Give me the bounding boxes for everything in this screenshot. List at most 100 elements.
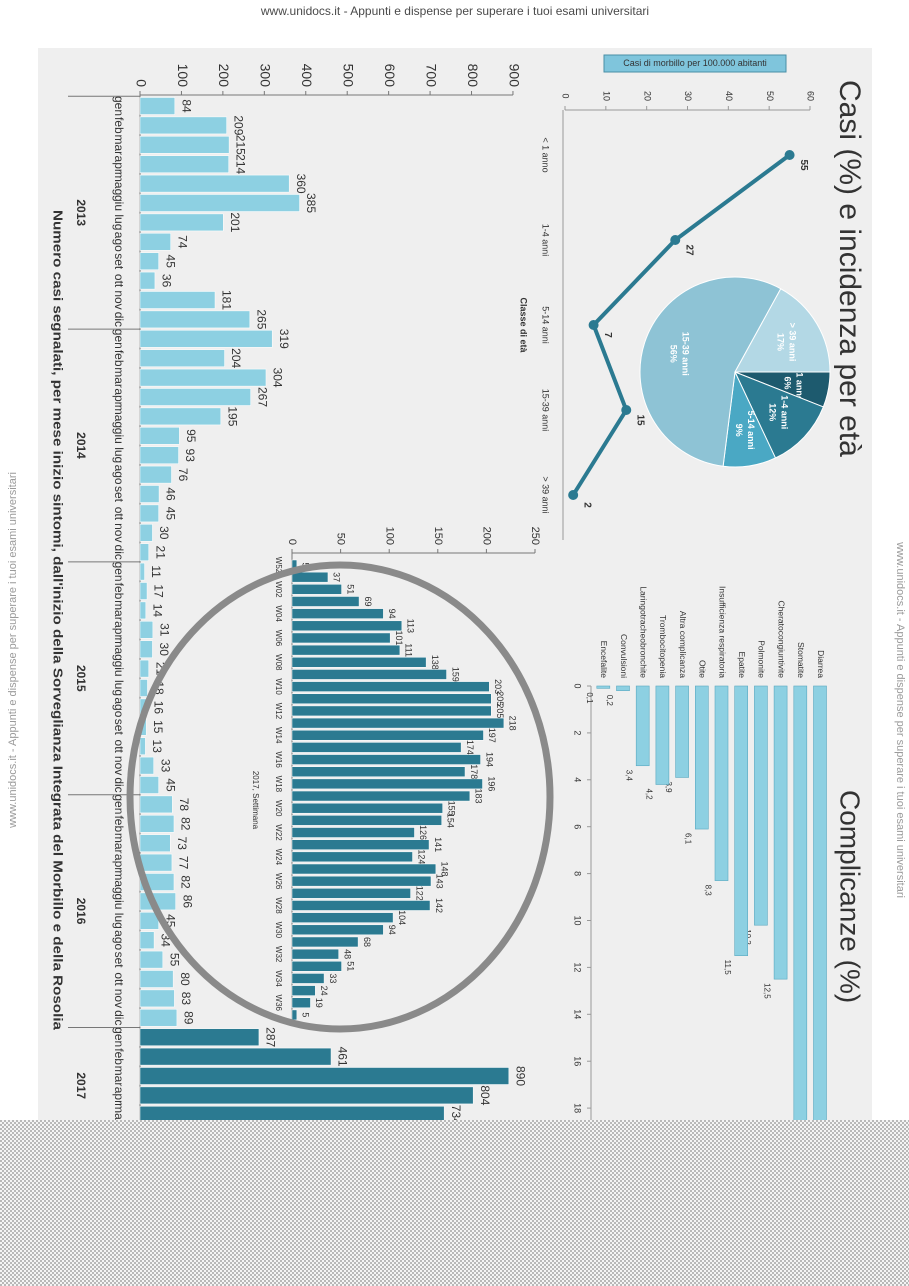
y-tick-label: 50 (765, 91, 775, 101)
x-tick-label: feb (112, 583, 126, 600)
x-tick-label: ott (112, 972, 126, 986)
y-tick-label: 200 (216, 64, 232, 88)
bar (139, 271, 156, 290)
scan-overlay (0, 1120, 909, 1286)
data-label: 5 (301, 1012, 311, 1017)
data-label: 21 (153, 546, 167, 560)
bar (635, 685, 650, 767)
data-label: 78 (177, 798, 191, 812)
data-label: 68 (362, 937, 372, 947)
bar (139, 368, 267, 387)
x-tick-label: ott (112, 274, 126, 288)
bar (773, 685, 788, 980)
x-tick-label: W36 (274, 995, 283, 1012)
bar (675, 685, 689, 778)
bar (291, 657, 427, 668)
data-label: 3,4 (625, 770, 634, 782)
slice-value: 6% (782, 377, 792, 390)
pie-slice (734, 288, 831, 373)
data-label: 83 (179, 992, 193, 1006)
x-tick-label: dic (112, 777, 126, 792)
bar (139, 659, 149, 678)
category-label: Laringotracheobronchite (638, 586, 648, 678)
bar (139, 1047, 332, 1066)
bar (139, 737, 146, 755)
bar (139, 756, 154, 775)
data-label: 36 (160, 274, 174, 288)
category-label: Polmonite (757, 640, 767, 678)
data-label: 17 (152, 584, 166, 598)
x-tick-label: W30 (274, 922, 283, 939)
x-tick-label: nov (112, 290, 126, 309)
x-tick-label: apr (112, 388, 126, 405)
data-label: 69 (363, 596, 373, 606)
bar (291, 985, 316, 996)
bar (734, 685, 748, 956)
x-tick-label: 5-14 anni (541, 306, 551, 344)
bar (291, 936, 359, 948)
bar (139, 543, 149, 561)
bar (139, 485, 160, 503)
bar (139, 504, 159, 523)
bar (291, 766, 466, 777)
data-label: 360 (294, 174, 308, 194)
x-tick-label: W10 (274, 678, 283, 695)
x-tick-label: 1-4 anni (541, 224, 551, 257)
x-tick-label: ago (112, 232, 126, 252)
x-tick-label: lug (112, 447, 126, 463)
data-label: 24 (319, 986, 329, 996)
data-label: 159 (450, 667, 460, 682)
x-tick-label: mag (112, 870, 126, 893)
x-tick-label: W16 (274, 751, 283, 768)
data-label: 304 (271, 368, 285, 388)
bar (291, 948, 339, 960)
bar (139, 989, 175, 1008)
bar (291, 778, 483, 790)
x-tick-label: ago (112, 465, 126, 485)
data-label: 287 (264, 1027, 278, 1047)
category-label: Otite (698, 660, 708, 678)
x-tick-label: ago (112, 930, 126, 950)
y-tick-label: 100 (383, 527, 395, 545)
data-label: 82 (179, 875, 193, 889)
bar (291, 815, 442, 826)
bar (139, 524, 153, 542)
bar (139, 427, 180, 445)
data-label: 82 (179, 817, 193, 831)
group-label: 2013 (74, 199, 88, 226)
bar (139, 776, 159, 794)
x-tick-label: feb (112, 117, 126, 134)
y-tick-label: 900 (506, 64, 522, 88)
data-label: 3,9 (664, 781, 673, 793)
data-label: 16 (151, 701, 165, 715)
x-tick-label: giu (112, 661, 126, 677)
data-label: 94 (387, 925, 397, 935)
data-label: 174 (465, 740, 475, 755)
x-tick-label: mag (112, 638, 126, 661)
data-label: 265 (254, 309, 268, 329)
data-label: 55 (798, 159, 809, 171)
data-label: 196 (486, 776, 496, 791)
data-label: 30 (157, 643, 171, 657)
data-label: 141 (433, 837, 443, 852)
bar (754, 685, 768, 926)
data-label: 124 (416, 849, 426, 864)
data-label: 46 (164, 487, 178, 501)
x-tick-label: < 1 anno (541, 137, 551, 172)
group-label: 2017 (74, 1072, 88, 1099)
y-tick-label: 20 (642, 91, 652, 101)
x-tick-label: W02 (274, 581, 283, 598)
bar (139, 853, 173, 872)
data-label: 12,5 (762, 983, 771, 999)
x-tick-label: 6 (573, 824, 583, 829)
bar (655, 685, 670, 785)
data-label: 74 (175, 235, 189, 249)
y-tick-label: 30 (683, 91, 693, 101)
data-label: 73 (175, 837, 189, 851)
data-label: 51 (345, 584, 355, 594)
x-tick-label: set (112, 253, 126, 270)
x-tick-label: dic (112, 545, 126, 560)
group-label: 2015 (74, 665, 88, 692)
